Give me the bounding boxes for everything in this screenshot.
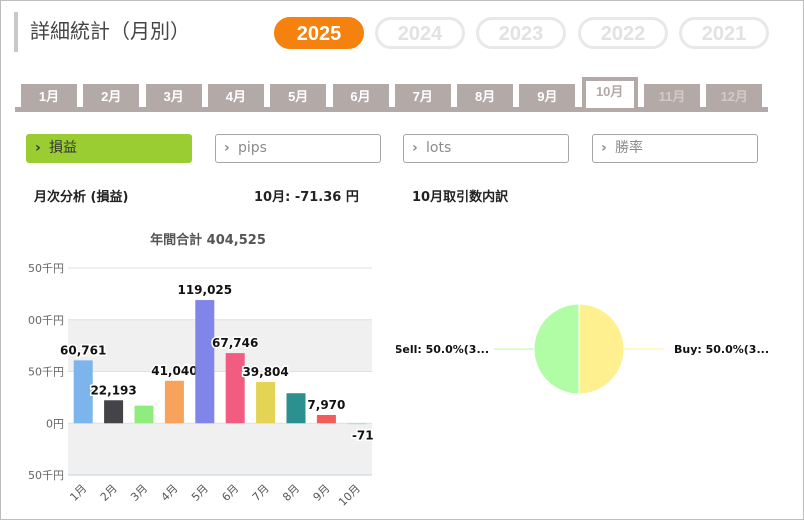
metric-button-pips[interactable]: › pips bbox=[215, 134, 381, 163]
pie-slice-sell[interactable] bbox=[533, 303, 580, 395]
metric-label: pips bbox=[238, 140, 267, 156]
x-tick-label: 4月 bbox=[159, 482, 181, 504]
year-button-2024[interactable]: 2024 bbox=[375, 17, 465, 49]
chevron-right-icon: › bbox=[224, 140, 230, 156]
bar-5[interactable] bbox=[195, 300, 215, 424]
data-label: 67,746 bbox=[212, 336, 258, 350]
x-tick-label: 6月 bbox=[219, 482, 241, 504]
pie-label-sell: Sell: 50.0%(3... bbox=[396, 343, 489, 356]
tab-month-5[interactable]: 5月 bbox=[270, 84, 327, 107]
data-label: -71 bbox=[352, 428, 374, 442]
month-summary: 10月: -71.36 円 bbox=[254, 190, 359, 205]
bar-7[interactable] bbox=[256, 382, 276, 424]
tab-month-9[interactable]: 9月 bbox=[519, 84, 576, 107]
tab-month-3[interactable]: 3月 bbox=[145, 84, 202, 107]
y-tick-label: 0円 bbox=[46, 417, 64, 430]
plot-band bbox=[68, 423, 372, 475]
year-button-2021[interactable]: 2021 bbox=[679, 17, 769, 49]
year-button-2023[interactable]: 2023 bbox=[476, 17, 566, 49]
tab-month-11[interactable]: 11月 bbox=[644, 84, 700, 107]
bar-4[interactable] bbox=[164, 380, 184, 424]
y-tick-label: 100千円 bbox=[28, 314, 64, 327]
tab-month-1[interactable]: 1月 bbox=[21, 84, 77, 107]
month-tab-bar bbox=[15, 107, 768, 112]
bar-3[interactable] bbox=[134, 405, 154, 424]
bar-2[interactable] bbox=[104, 400, 124, 424]
monthly-analysis-title: 月次分析 (損益) bbox=[34, 190, 129, 205]
page-title: 詳細統計（月別） bbox=[14, 12, 190, 52]
tab-month-7[interactable]: 7月 bbox=[394, 84, 451, 107]
chart-title: 年間合計 404,525 bbox=[150, 232, 266, 248]
bar-1[interactable] bbox=[73, 360, 93, 424]
tab-month-8[interactable]: 8月 bbox=[457, 84, 514, 107]
chevron-right-icon: › bbox=[35, 140, 41, 156]
tab-month-2[interactable]: 2月 bbox=[83, 84, 140, 107]
x-tick-label: 5月 bbox=[189, 482, 211, 504]
plot-band bbox=[68, 319, 372, 372]
metric-button-lots[interactable]: › lots bbox=[403, 134, 569, 163]
bar-9[interactable] bbox=[316, 415, 336, 424]
data-label: 7,970 bbox=[307, 398, 345, 412]
bar-10[interactable] bbox=[347, 423, 367, 425]
tab-month-10[interactable]: 10月 bbox=[581, 77, 638, 108]
chevron-right-icon: › bbox=[601, 140, 607, 156]
x-tick-label: 10月 bbox=[336, 482, 363, 509]
x-tick-label: 7月 bbox=[250, 482, 272, 504]
y-tick-label: 50千円 bbox=[28, 366, 64, 379]
monthly-bar-chart: 150千円 100千円 50千円 0円 −50千円 年間合計 404,525 60,761 1… bbox=[28, 232, 375, 509]
data-label: 22,193 bbox=[90, 383, 136, 397]
pie-slice-buy[interactable] bbox=[578, 303, 625, 395]
year-button-2022[interactable]: 2022 bbox=[578, 17, 668, 49]
tab-month-6[interactable]: 6月 bbox=[332, 84, 389, 107]
data-label: 39,804 bbox=[242, 365, 288, 379]
pie-label-buy: Buy: 50.0%(3... bbox=[674, 343, 769, 356]
x-tick-label: 3月 bbox=[128, 482, 150, 504]
trade-pie-chart: Buy: 50.0%(3... Sell: 50.0%(3... bbox=[396, 303, 769, 395]
y-tick-label: 150千円 bbox=[28, 262, 64, 275]
bar-8[interactable] bbox=[286, 393, 306, 424]
metric-label: 勝率 bbox=[615, 140, 643, 156]
metric-button-profit[interactable]: › 損益 bbox=[26, 134, 192, 163]
x-tick-label: 2月 bbox=[98, 482, 120, 504]
metric-button-winrate[interactable]: › 勝率 bbox=[592, 134, 758, 163]
y-tick-label: −50千円 bbox=[28, 469, 64, 482]
bar-6[interactable] bbox=[225, 353, 245, 424]
x-tick-label: 8月 bbox=[280, 482, 302, 504]
trade-breakdown-title: 10月取引数内訳 bbox=[412, 190, 509, 205]
x-tick-label: 1月 bbox=[67, 482, 89, 504]
chevron-right-icon: › bbox=[412, 140, 418, 156]
year-button-2025[interactable]: 2025 bbox=[274, 17, 364, 49]
x-tick-label: 9月 bbox=[311, 482, 333, 504]
tab-month-12[interactable]: 12月 bbox=[706, 84, 763, 107]
tab-month-4[interactable]: 4月 bbox=[207, 84, 264, 107]
metric-label: 損益 bbox=[49, 140, 77, 156]
data-label: 41,040 bbox=[151, 364, 197, 378]
metric-label: lots bbox=[426, 140, 452, 156]
data-label: 119,025 bbox=[177, 283, 232, 297]
data-label: 60,761 bbox=[60, 343, 106, 357]
